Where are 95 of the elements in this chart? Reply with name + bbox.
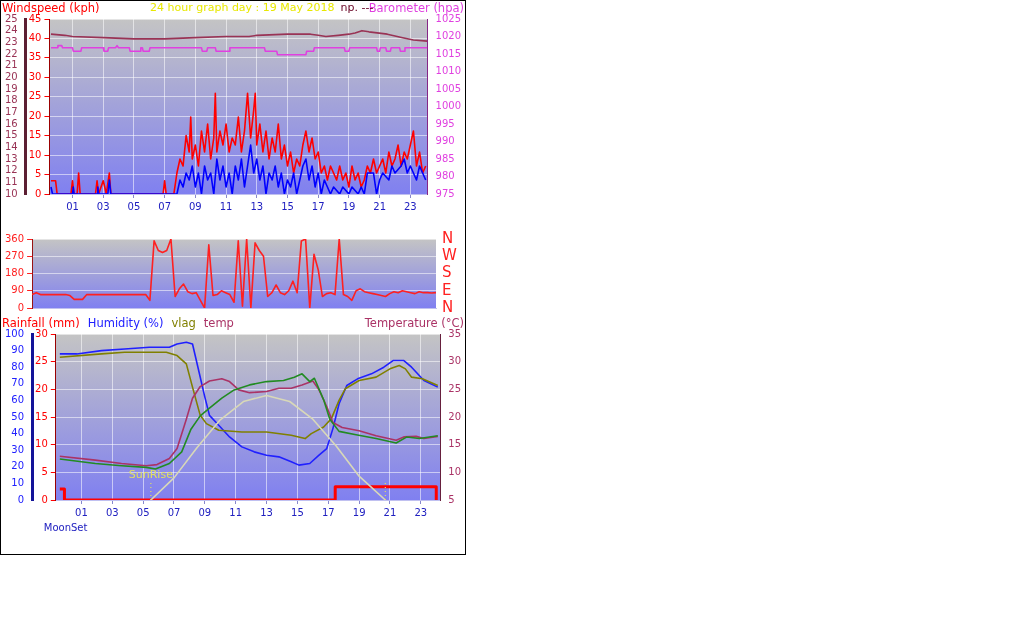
x-tick-label: 21 xyxy=(383,506,397,518)
y3-tick-label: 21 xyxy=(4,59,18,71)
y3-tick-label: 50 xyxy=(11,410,25,422)
x-tick-label: 07 xyxy=(167,506,181,518)
y2-tick-label: 990 xyxy=(435,135,455,147)
y3-tick-label: 24 xyxy=(4,24,18,36)
y-tick-label: 40 xyxy=(28,32,42,44)
y-tick-label: 20 xyxy=(28,109,42,121)
text: W xyxy=(442,246,457,265)
y-tick-label: 0 xyxy=(35,187,42,199)
x-tick-label: 21 xyxy=(373,200,386,212)
x-tick-label: 19 xyxy=(352,506,366,518)
y3-axis-title: Humidity (%) xyxy=(87,315,164,330)
y-tick-label: 25 xyxy=(28,90,42,102)
y-tick-label: 15 xyxy=(28,129,42,141)
y2-tick-label: 1010 xyxy=(435,65,461,77)
x-tick-label: 11 xyxy=(219,200,233,212)
y2-tick-label: 5 xyxy=(448,493,455,505)
y2-tick-label: 25 xyxy=(448,382,462,394)
text: temp xyxy=(203,315,234,330)
y2-tick-label: 1005 xyxy=(435,82,461,94)
y3-tick-label: 100 xyxy=(4,327,25,339)
text: MoonSet xyxy=(43,521,88,533)
y-tick-label: 0 xyxy=(17,301,25,313)
y2-axis-title: Barometer (hpa) xyxy=(368,0,464,15)
y3-tick-label: 18 xyxy=(4,94,18,106)
y2-tick-label: 975 xyxy=(435,187,455,199)
y-tick-label: 45 xyxy=(28,12,42,24)
y2-tick-label: 1000 xyxy=(435,100,461,112)
y-tick-label: 180 xyxy=(4,267,25,279)
y3-tick-label: 60 xyxy=(11,393,25,405)
y3-tick-label: 23 xyxy=(4,35,18,47)
y2-axis-title: Temperature (°C) xyxy=(363,315,464,330)
y2-tick-label: 20 xyxy=(448,410,462,422)
y3-tick-label: 11 xyxy=(4,175,18,187)
y2-tick-label: 30 xyxy=(448,355,462,367)
y-tick-label: 5 xyxy=(35,168,42,180)
x-tick-label: 09 xyxy=(198,506,212,518)
y-tick-label: 25 xyxy=(35,355,48,367)
y-axis-title: Windspeed (kph) xyxy=(2,0,100,15)
y-axis-title: Rainfall (mm) xyxy=(2,315,80,330)
y3-tick-label: 12 xyxy=(4,164,18,176)
text: N xyxy=(442,297,454,316)
y3-tick-label: 13 xyxy=(4,152,18,164)
y-tick-label: 5 xyxy=(41,465,48,477)
x-tick-label: 17 xyxy=(321,506,335,518)
x-tick-label: 03 xyxy=(105,506,119,518)
x-tick-label: 15 xyxy=(281,200,294,212)
y-tick-label: 360 xyxy=(4,232,25,244)
x-tick-label: 09 xyxy=(188,200,202,212)
x-tick-label: 01 xyxy=(66,200,79,212)
x-tick-label: 15 xyxy=(291,506,304,518)
x-tick-label: 03 xyxy=(96,200,110,212)
x-tick-label: 19 xyxy=(342,200,356,212)
x-tick-label: 11 xyxy=(229,506,243,518)
y-tick-label: 10 xyxy=(35,438,48,450)
y-tick-label: 10 xyxy=(28,148,42,160)
y-tick-label: 270 xyxy=(4,249,25,261)
text: N xyxy=(442,228,454,247)
y3-tick-label: 80 xyxy=(11,360,25,372)
x-tick-label: 23 xyxy=(403,200,417,212)
x-tick-label: 17 xyxy=(311,200,325,212)
x-tick-label: 01 xyxy=(75,506,88,518)
x-tick-label: 13 xyxy=(260,506,273,518)
y2-tick-label: 1015 xyxy=(435,47,461,59)
y2-tick-label: 35 xyxy=(448,327,462,339)
y-tick-label: 30 xyxy=(28,70,42,82)
text: S xyxy=(442,263,452,282)
y-tick-label: 90 xyxy=(11,284,25,296)
ref-line-label: SunRise xyxy=(128,468,174,482)
chart-title: 24 hour graph day : 19 May 2018 xyxy=(150,1,335,15)
y3-tick-label: 17 xyxy=(4,105,18,117)
y3-tick-label: 19 xyxy=(4,82,18,94)
x-tick-label: 07 xyxy=(158,200,171,212)
y3-tick-label: 16 xyxy=(4,117,18,129)
y-tick-label: 30 xyxy=(35,327,48,339)
x-tick-label: 13 xyxy=(250,200,264,212)
y2-tick-label: 985 xyxy=(435,152,455,164)
y2-tick-label: 10 xyxy=(448,465,462,477)
y2-tick-label: 1020 xyxy=(435,30,461,42)
y-tick-label: 15 xyxy=(35,410,48,422)
y2-tick-label: 995 xyxy=(435,117,455,129)
y-tick-label: 0 xyxy=(41,493,48,505)
y3-tick-label: 14 xyxy=(4,140,18,152)
x-tick-label: 05 xyxy=(127,200,141,212)
x-tick-label: 05 xyxy=(136,506,150,518)
y-tick-label: 35 xyxy=(28,51,42,63)
y-tick-label: 20 xyxy=(35,382,48,394)
y2-tick-label: 15 xyxy=(448,438,462,450)
y3-tick-label: 22 xyxy=(4,47,18,59)
x-tick-label: 23 xyxy=(414,506,428,518)
y2-tick-label: 980 xyxy=(435,170,455,182)
text: vlag xyxy=(171,315,196,330)
y3-tick-label: 70 xyxy=(11,377,25,389)
text: E xyxy=(442,280,452,299)
